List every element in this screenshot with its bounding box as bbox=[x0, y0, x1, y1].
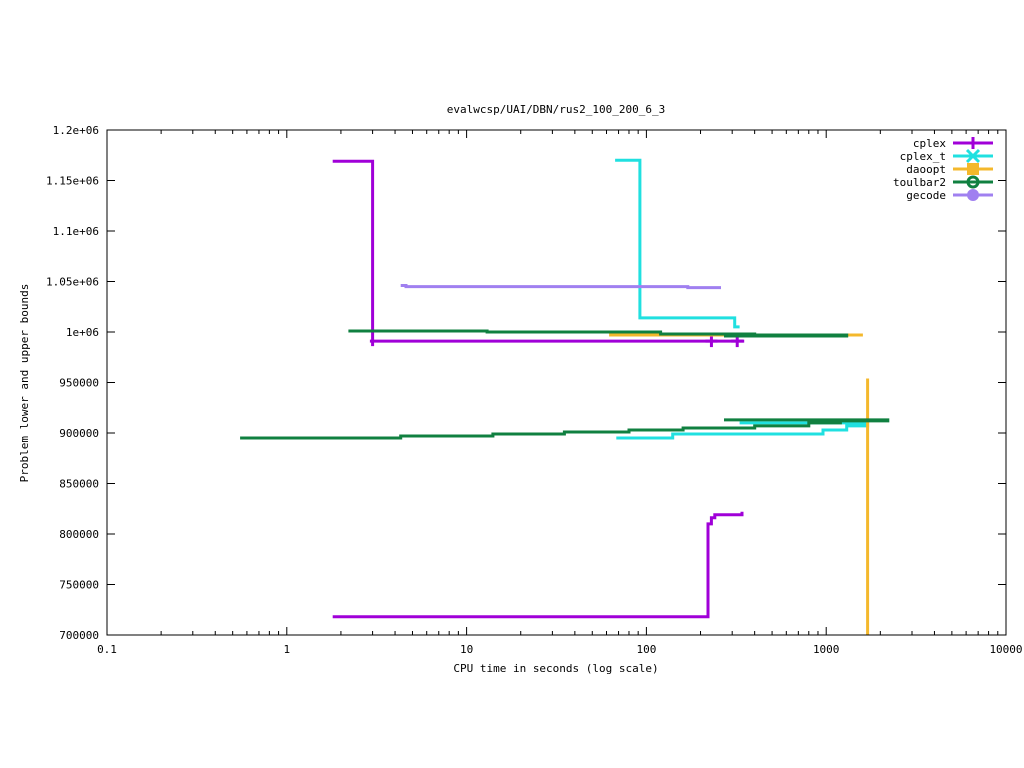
legend-marker-toulbar2-ring bbox=[966, 175, 980, 189]
series-daoopt bbox=[609, 333, 870, 635]
y-tick-label: 1.1e+06 bbox=[53, 225, 99, 238]
y-tick-label: 900000 bbox=[59, 427, 99, 440]
y-tick-label: 800000 bbox=[59, 528, 99, 541]
series-cplex-line-0 bbox=[332, 159, 375, 347]
x-tick-label: 1000 bbox=[813, 643, 840, 656]
legend-label: cplex bbox=[913, 137, 946, 150]
x-tick-label: 1 bbox=[283, 643, 290, 656]
y-tick-label: 1e+06 bbox=[66, 326, 99, 339]
legend-marker-daoopt bbox=[967, 163, 979, 175]
legend-marker-gecode-dot bbox=[967, 189, 979, 201]
axis-ticks: 0.1 1 10 100 1000 10000 700000 750000 800000 8500… bbox=[46, 124, 1023, 656]
legend-marker-cplex bbox=[967, 137, 979, 149]
legend-label: cplex_t bbox=[900, 150, 946, 163]
y-tick-label: 700000 bbox=[59, 629, 99, 642]
legend-label: daoopt bbox=[906, 163, 946, 176]
chart-title: evalwcsp/UAI/DBN/rus2_100_200_6_3 bbox=[447, 103, 666, 116]
series-cplex bbox=[332, 159, 745, 619]
legend-label: gecode bbox=[906, 189, 946, 202]
series-toulbar2 bbox=[240, 329, 890, 440]
y-tick-label: 1.15e+06 bbox=[46, 175, 99, 188]
series-cplex_t bbox=[615, 158, 870, 440]
legend-marker-daoopt-box bbox=[967, 163, 979, 175]
y-tick-label: 1.05e+06 bbox=[46, 276, 99, 289]
legend-marker-cplex_t-d2 bbox=[965, 148, 981, 164]
plot-frame bbox=[106, 129, 1007, 636]
x-tick-label: 100 bbox=[636, 643, 656, 656]
series-gecode-line-0 bbox=[400, 284, 721, 290]
series-cplex-line-2 bbox=[332, 511, 744, 619]
x-axis-label: CPU time in seconds (log scale) bbox=[453, 662, 658, 675]
y-tick-label: 1.2e+06 bbox=[53, 124, 99, 137]
y-tick-label: 850000 bbox=[59, 478, 99, 491]
y-tick-label: 750000 bbox=[59, 579, 99, 592]
series-toulbar2-line-0 bbox=[348, 329, 849, 338]
y-tick-label: 950000 bbox=[59, 377, 99, 390]
x-tick-label: 10000 bbox=[989, 643, 1022, 656]
plot-area bbox=[240, 158, 890, 635]
legend-marker-cplex_t bbox=[965, 148, 981, 164]
y-axis-label: Problem lower and upper bounds bbox=[18, 284, 31, 483]
series-toulbar2-line-1 bbox=[240, 418, 890, 440]
series-cplex_t-line-0 bbox=[615, 158, 740, 329]
legend-label: toulbar2 bbox=[893, 176, 946, 189]
legend-marker-gecode bbox=[967, 189, 979, 201]
series-cplex-marker-0 bbox=[705, 335, 718, 348]
series-gecode bbox=[400, 284, 721, 290]
x-tick-label: 0.1 bbox=[97, 643, 117, 656]
legend-marker-toulbar2 bbox=[966, 175, 980, 189]
x-tick-label: 10 bbox=[460, 643, 473, 656]
